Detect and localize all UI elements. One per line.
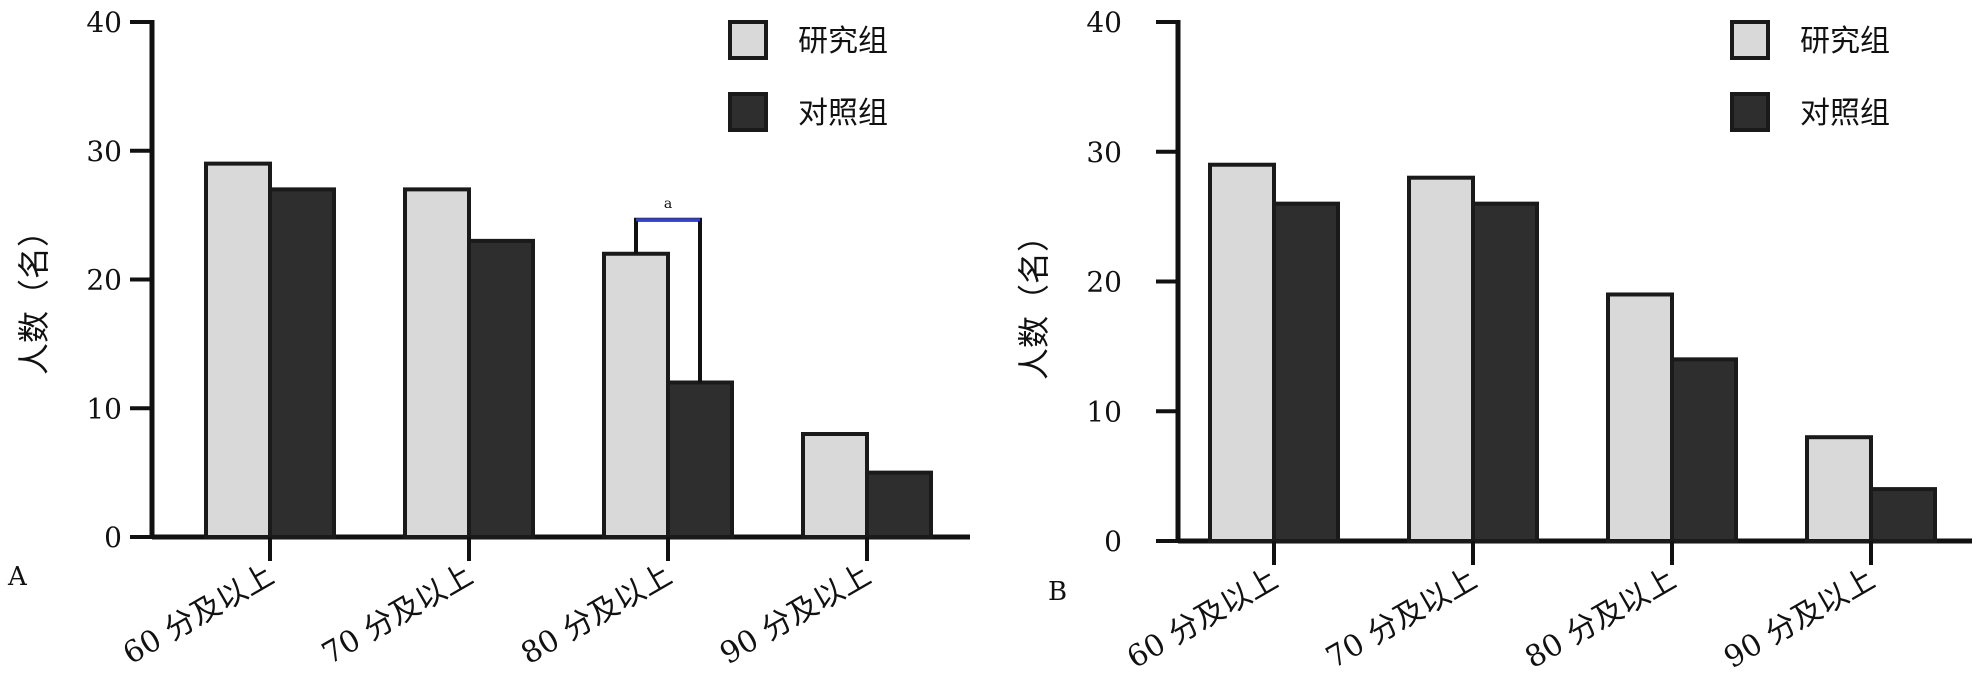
bar-control: [467, 238, 535, 539]
y-tick-label: 40: [1086, 6, 1122, 39]
y-tick-label: 20: [1086, 266, 1122, 299]
y-tick-label: 30: [1086, 136, 1122, 169]
bar-control: [268, 187, 336, 539]
significance-label: a: [664, 196, 672, 212]
bar-study: [403, 187, 471, 539]
legend-swatch-control: [1730, 92, 1770, 132]
y-tick-label: 0: [1104, 525, 1122, 558]
bar-study: [1407, 175, 1475, 543]
legend-label: 对照组: [1800, 96, 1890, 131]
chart-panel-A: 0 10 20 30 40 人数（名） 60 分及以上 70 分及以上 80 分及以上 90 分及…: [7, 6, 970, 672]
x-tick-label: 80 分及以上: [1519, 562, 1682, 676]
panel-label: B: [1048, 577, 1067, 607]
x-tick-label: 70 分及以上: [1320, 562, 1483, 676]
bar-control: [865, 470, 933, 539]
y-tick-label: 10: [86, 392, 122, 425]
bar-control: [1471, 201, 1539, 543]
panel-label: A: [7, 562, 28, 592]
bar-study: [801, 432, 869, 539]
legend-swatch-study: [728, 20, 768, 60]
bar-study: [1606, 292, 1674, 543]
bar-study: [602, 251, 670, 539]
bar-study: [1208, 162, 1276, 543]
bar-control: [1272, 201, 1340, 543]
bar-control: [666, 380, 734, 539]
bar-study: [1805, 435, 1873, 544]
x-tick-label: 70 分及以上: [316, 558, 479, 672]
legend-label: 研究组: [1800, 24, 1890, 59]
bar-control: [1869, 487, 1937, 544]
y-tick-label: 20: [86, 264, 122, 297]
y-axis-label: 人数（名）: [15, 215, 53, 375]
bar-study: [204, 161, 272, 539]
legend-swatch-control: [728, 92, 768, 132]
y-tick-label: 40: [86, 6, 122, 39]
chart-panel-B: 0 10 20 30 40 人数（名） 60 分及以上 70 分及以上 80 分及以上 90 分及…: [1015, 6, 1972, 676]
y-axis-label: 人数（名）: [1015, 220, 1053, 380]
y-tick-label: 0: [104, 521, 122, 554]
bar-control: [1670, 357, 1738, 543]
x-tick-label: 90 分及以上: [1718, 562, 1881, 676]
legend-label: 对照组: [798, 96, 888, 131]
x-tick-label: 60 分及以上: [117, 558, 280, 672]
y-tick-label: 10: [1086, 395, 1122, 428]
legend-swatch-study: [1730, 20, 1770, 60]
legend-label: 研究组: [798, 24, 888, 59]
y-tick-label: 30: [86, 135, 122, 168]
x-tick-label: 80 分及以上: [515, 558, 678, 672]
x-tick-label: 90 分及以上: [714, 558, 877, 672]
x-tick-label: 60 分及以上: [1121, 562, 1284, 676]
